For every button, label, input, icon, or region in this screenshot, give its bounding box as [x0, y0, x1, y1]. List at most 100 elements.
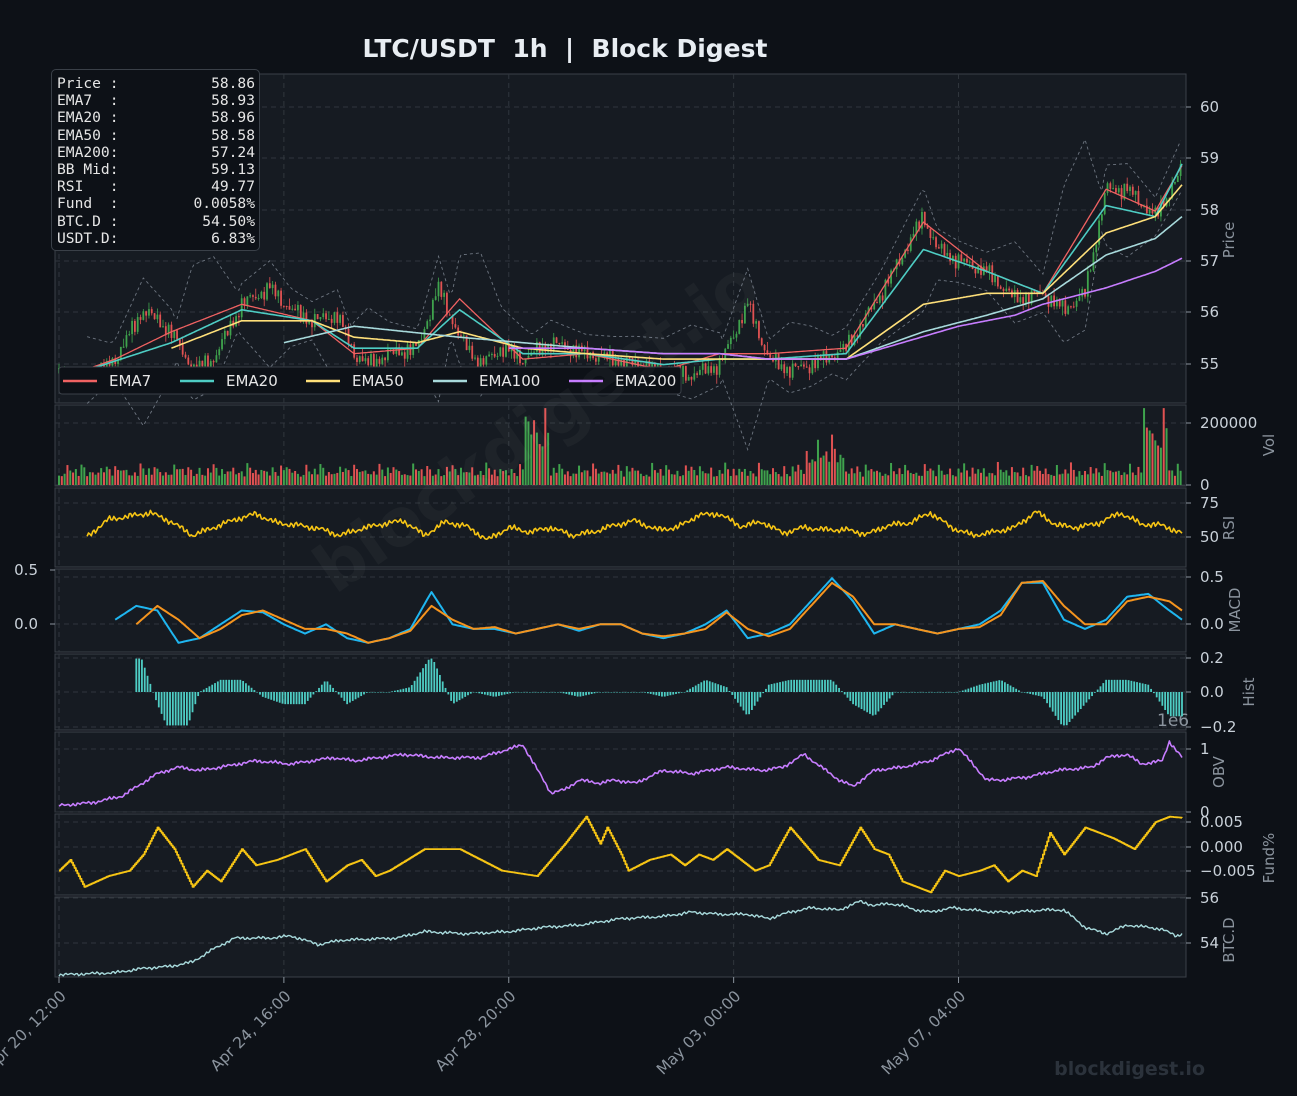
candle-body [1075, 300, 1078, 307]
candle-body [308, 319, 311, 324]
candle-body [800, 364, 803, 367]
candle-body [1036, 291, 1039, 293]
hist-bar [1074, 692, 1077, 716]
volume-bar [634, 470, 637, 485]
y-tick-label: 200000 [1200, 414, 1257, 432]
hist-bar [481, 692, 483, 694]
volume-bar [766, 470, 769, 485]
candle-body [954, 255, 957, 269]
volume-bar [490, 474, 493, 485]
volume-bar [1050, 474, 1053, 485]
hist-bar [343, 692, 346, 701]
hist-bar [512, 692, 514, 693]
hist-bar [627, 692, 630, 693]
candle-body [895, 259, 898, 270]
volume-bar [1137, 466, 1140, 485]
volume-bar [794, 471, 797, 485]
volume-bar [389, 472, 392, 485]
candle-body [1174, 182, 1176, 184]
volume-bar [957, 468, 960, 485]
candle-body [1126, 183, 1129, 192]
candle-body [437, 281, 440, 297]
hist-bar [312, 692, 315, 695]
hist-bar [1133, 681, 1136, 692]
candle-body [654, 362, 656, 367]
volume-bar [190, 469, 193, 485]
info-value: 49.77 [211, 178, 255, 196]
info-row-ema200: EMA200: 57.24 [57, 144, 255, 161]
volume-bar [690, 466, 693, 485]
candle-body [1002, 288, 1005, 292]
volume-bar [1053, 475, 1056, 485]
volume-bar [63, 473, 66, 485]
hist-bar [964, 689, 967, 692]
volume-bar [572, 473, 575, 485]
volume-bar [313, 468, 316, 485]
hist-bar [306, 692, 309, 701]
volume-bar [1047, 474, 1050, 485]
candle-body [187, 357, 190, 365]
volume-bar [493, 469, 496, 485]
volume-bar [707, 473, 710, 485]
volume-bar [606, 472, 609, 485]
y-tick-label: 0 [1200, 803, 1210, 821]
candle-body [1095, 244, 1098, 253]
volume-bar [1095, 468, 1098, 485]
volume-bar [755, 476, 758, 485]
volume-bar [128, 475, 131, 485]
hist-bar [604, 692, 607, 693]
hist-bar [374, 692, 377, 693]
candle-body [1072, 306, 1075, 308]
hist-bar [970, 687, 973, 692]
volume-bar [344, 468, 347, 485]
candle-body [1070, 306, 1072, 308]
bollinger-upper [86, 138, 1182, 344]
hist-bar [616, 692, 618, 693]
volume-bar [845, 471, 848, 485]
hist-bar [506, 692, 509, 694]
volume-bar [412, 463, 415, 485]
candle-body [755, 321, 758, 324]
volume-bar [774, 472, 777, 485]
hist-bar [728, 691, 731, 692]
candle-body [364, 358, 367, 362]
volume-bar [1069, 462, 1072, 485]
volume-bar [994, 475, 997, 485]
volume-bar [693, 469, 696, 485]
candle-body [218, 349, 221, 356]
volume-bar [204, 475, 207, 485]
hist-bar [509, 692, 512, 694]
candle-body [139, 317, 142, 320]
hist-bar [455, 692, 458, 702]
volume-bar [398, 471, 401, 485]
candle-body [1081, 289, 1084, 297]
candle-body [350, 344, 353, 346]
candle-body [443, 292, 446, 297]
hist-bar [233, 679, 236, 692]
candle-body [266, 283, 268, 300]
series-rsi [86, 509, 1183, 540]
candle-body [1179, 164, 1182, 176]
hist-bar [531, 692, 534, 693]
candle-body [966, 258, 968, 263]
candle-body [617, 359, 620, 366]
info-row-rsi: RSI : 49.77 [57, 178, 255, 195]
hist-bar [236, 679, 239, 692]
volume-bar [828, 461, 831, 485]
volume-bar [330, 474, 333, 485]
hist-bar [166, 692, 169, 726]
volume-bar [853, 473, 856, 485]
hist-bar [1004, 682, 1006, 692]
hist-bar [784, 680, 787, 692]
volume-bar [563, 474, 566, 485]
volume-bar [133, 472, 136, 485]
volume-bar [673, 474, 676, 485]
hist-bar [658, 692, 661, 696]
volume-bar [496, 476, 499, 485]
candle-body [575, 345, 578, 358]
hist-bar [388, 692, 391, 693]
hist-bar [1063, 692, 1065, 726]
hist-bar [573, 692, 576, 696]
y-tick-label: 60 [1200, 98, 1219, 116]
hist-bar [767, 684, 770, 692]
